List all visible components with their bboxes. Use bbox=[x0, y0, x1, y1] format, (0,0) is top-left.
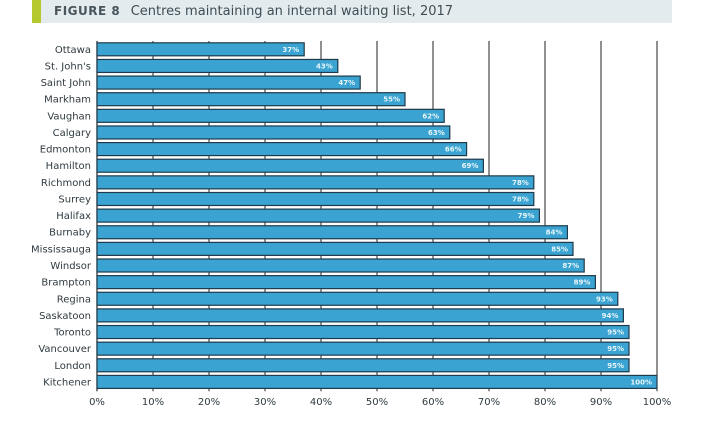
header-accent-bar bbox=[32, 0, 41, 23]
category-label: Burnaby bbox=[49, 228, 91, 239]
category-label: Brampton bbox=[41, 278, 91, 289]
x-tick-labels: 0% 10% 20% 30% 40% 50% 60% 70% 80% 90% 100% bbox=[89, 397, 671, 408]
x-tick-label: 80% bbox=[534, 397, 556, 408]
category-label: Calgary bbox=[53, 128, 91, 139]
category-label: Saskatoon bbox=[39, 311, 91, 322]
x-tick-label: 90% bbox=[590, 397, 612, 408]
bar-value-label: 100% bbox=[630, 378, 652, 386]
bar-value-label: 78% bbox=[512, 179, 529, 187]
category-label: Ottawa bbox=[55, 45, 91, 56]
bar-value-label: 69% bbox=[462, 162, 479, 170]
bar bbox=[96, 241, 574, 256]
bar-value-label: 94% bbox=[602, 312, 619, 320]
category-label: Vancouver bbox=[38, 344, 92, 355]
figure-title: FIGURE 8 Centres maintaining an internal… bbox=[54, 3, 453, 19]
bar bbox=[96, 358, 630, 373]
bar bbox=[96, 324, 630, 340]
bar-value-label: 66% bbox=[445, 146, 462, 154]
figure-title-text: Centres maintaining an internal waiting … bbox=[130, 4, 454, 19]
bar bbox=[96, 141, 468, 157]
bar-value-label: 95% bbox=[607, 362, 624, 370]
bar-value-label: 95% bbox=[607, 329, 624, 337]
bar-value-label: 95% bbox=[607, 345, 624, 353]
bar-value-label: 43% bbox=[316, 62, 333, 70]
figure-number: FIGURE 8 bbox=[54, 4, 121, 18]
bar bbox=[96, 341, 630, 356]
category-label: Mississauga bbox=[31, 244, 91, 255]
bar-value-label: 89% bbox=[574, 279, 591, 287]
bar bbox=[96, 42, 305, 57]
bar-value-label: 63% bbox=[428, 129, 445, 137]
x-tick-label: 40% bbox=[310, 397, 332, 408]
bar bbox=[96, 208, 540, 223]
category-label: Markham bbox=[44, 95, 91, 106]
bar bbox=[96, 225, 568, 240]
bar bbox=[96, 158, 484, 173]
category-label: Kitchener bbox=[43, 377, 92, 388]
bar-value-label: 62% bbox=[422, 112, 439, 120]
bars: 37% 43% 47% 55% 62% 63% 66%69% 78% 78% 79% 84% 85% 8… bbox=[96, 42, 658, 390]
bar bbox=[96, 191, 535, 207]
x-tick-label: 50% bbox=[366, 397, 388, 408]
category-label: Hamilton bbox=[46, 161, 91, 172]
category-label: St. John's bbox=[45, 61, 91, 72]
bar bbox=[96, 92, 406, 107]
bar-value-label: 79% bbox=[518, 212, 535, 220]
bar bbox=[96, 291, 619, 306]
bar-value-label: 37% bbox=[282, 46, 299, 54]
category-label: Vaughan bbox=[47, 111, 91, 122]
bar-value-label: 87% bbox=[562, 262, 579, 270]
category-labels: Ottawa St. John's Saint John Markham Vaughan… bbox=[31, 45, 92, 389]
bar bbox=[96, 58, 339, 74]
bar bbox=[96, 258, 585, 273]
bar-value-label: 84% bbox=[546, 229, 563, 237]
category-label: Edmonton bbox=[40, 145, 91, 156]
bar-value-label: 93% bbox=[596, 295, 613, 303]
category-label: Toronto bbox=[53, 328, 91, 339]
bar bbox=[96, 374, 658, 390]
bar-value-label: 85% bbox=[551, 245, 568, 253]
bar bbox=[96, 75, 361, 90]
bar bbox=[96, 308, 625, 323]
category-label: Surrey bbox=[58, 194, 91, 205]
bar bbox=[96, 275, 596, 290]
x-tick-label: 20% bbox=[198, 397, 220, 408]
x-tick-label: 60% bbox=[422, 397, 444, 408]
x-tick-label: 70% bbox=[478, 397, 500, 408]
bar-value-label: 78% bbox=[512, 195, 529, 203]
category-label: Windsor bbox=[50, 261, 91, 272]
category-label: London bbox=[54, 361, 91, 372]
category-label: Richmond bbox=[41, 178, 91, 189]
category-label: Halifax bbox=[56, 211, 91, 222]
x-tick-label: 30% bbox=[254, 397, 276, 408]
bar-value-label: 47% bbox=[338, 79, 355, 87]
bar bbox=[96, 108, 445, 123]
bar-value-label: 55% bbox=[383, 96, 400, 104]
category-label: Regina bbox=[57, 294, 91, 305]
bar bbox=[96, 175, 535, 190]
x-tick-label: 10% bbox=[142, 397, 164, 408]
figure-header: FIGURE 8 Centres maintaining an internal… bbox=[32, 0, 672, 23]
bar bbox=[96, 125, 451, 140]
category-label: Saint John bbox=[41, 78, 91, 89]
x-tick-label: 100% bbox=[643, 397, 672, 408]
x-tick-label: 0% bbox=[89, 397, 105, 408]
